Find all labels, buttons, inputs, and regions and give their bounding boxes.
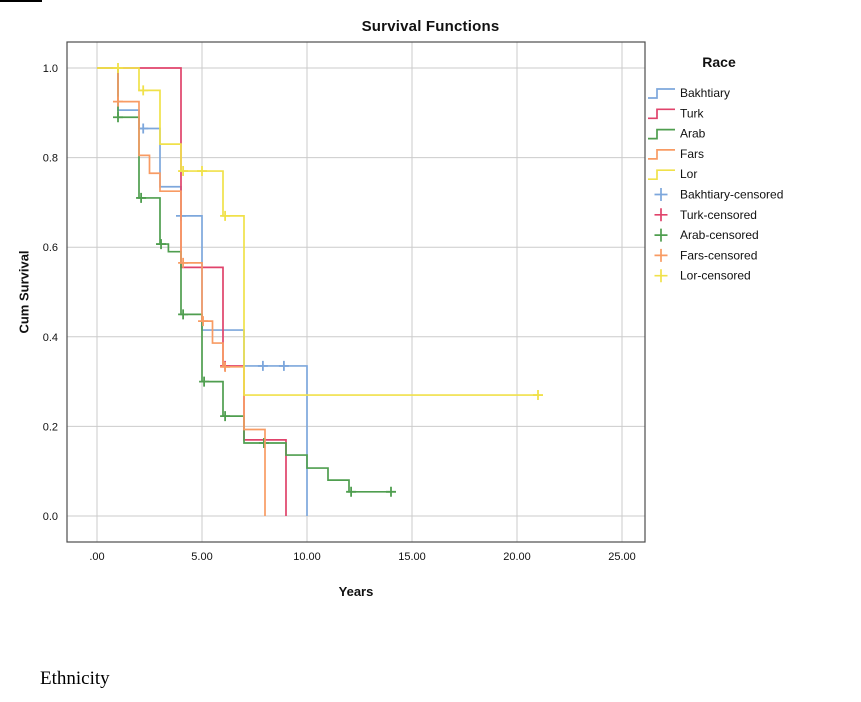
legend-censored-swatch-lor: [654, 269, 668, 283]
y-tick-label: 0.2: [43, 421, 58, 433]
y-tick-label: 0.4: [43, 332, 58, 344]
censored-mark-bakhtiary: [257, 360, 268, 371]
censored-mark-arab: [156, 239, 167, 250]
plot-frame: [66, 41, 646, 543]
y-tick-label: 0.8: [43, 153, 58, 165]
censored-mark-arab: [220, 411, 231, 422]
x-tick-label: 10.00: [293, 551, 321, 563]
chart-title: Survival Functions: [361, 18, 500, 35]
legend-label: Bakhtiary-censored: [680, 188, 783, 202]
x-tick-label: 20.00: [503, 551, 531, 563]
censored-mark-arab: [346, 486, 357, 497]
censored-mark-fars: [178, 257, 189, 268]
censored-mark-bakhtiary: [278, 360, 289, 371]
legend-step-swatch-fars: [648, 149, 675, 160]
legend-step-swatch-bakhtiary: [648, 88, 675, 99]
censored-mark-arab: [178, 309, 189, 320]
y-tick-label: 0.6: [43, 242, 58, 254]
km-plot-canvas: .00 5.00 10.00 15.00 20.00 25.00 0.0 0.2 0.4 0.6 0…: [0, 0, 783, 563]
censored-mark-arab: [386, 486, 396, 497]
censored-mark-bakhtiary: [138, 123, 149, 134]
censored-mark-lor: [533, 390, 543, 401]
y-tick-label: 0.0: [43, 511, 58, 523]
legend-censored-swatch-bakhtiary: [654, 188, 668, 201]
censored-mark-fars: [198, 316, 209, 327]
legend-label: Bakhtiary: [680, 86, 730, 100]
legend-title: Race: [702, 54, 736, 70]
censored-mark-lor: [113, 63, 123, 73]
censored-mark-arab: [136, 192, 147, 203]
x-tick-label: 25.00: [608, 551, 636, 563]
censored-mark-fars: [113, 96, 123, 107]
legend-label: Arab-censored: [680, 228, 759, 242]
legend-label: Turk: [680, 106, 705, 120]
y-tick-label: 1.0: [43, 63, 58, 75]
x-tick-label: .00: [89, 551, 104, 563]
legend-label: Fars: [680, 147, 704, 161]
survival-curve-turk: [97, 67, 287, 516]
x-tick-label: 5.00: [191, 551, 212, 563]
legend-label: Fars-censored: [680, 248, 757, 262]
survival-curve-lor: [97, 67, 538, 396]
censored-mark-arab: [199, 376, 210, 387]
legend-censored-swatch-turk: [654, 208, 668, 222]
caption-ethnicity: Ethnicity: [40, 668, 110, 689]
legend-step-swatch-arab: [648, 128, 675, 140]
legend-censored-swatch-arab: [654, 228, 668, 242]
censored-mark-fars: [220, 361, 231, 372]
censored-mark-arab: [113, 112, 123, 123]
x-tick-label: 15.00: [398, 551, 426, 563]
legend-censored-swatch-fars: [654, 248, 668, 262]
censored-mark-lor: [197, 166, 207, 177]
censored-mark-arab: [258, 437, 269, 448]
x-axis-title: Years: [338, 584, 374, 599]
censored-mark-lor: [220, 210, 231, 221]
legend-step-swatch-lor: [648, 169, 675, 181]
censored-mark-lor: [138, 85, 149, 96]
legend-step-swatch-turk: [648, 108, 675, 120]
y-axis-title: Cum Survival: [16, 250, 32, 334]
legend-label: Lor-censored: [680, 269, 751, 283]
legend-label: Lor: [680, 167, 697, 181]
legend-label: Arab: [680, 127, 706, 141]
legend-label: Turk-censored: [680, 208, 757, 222]
censored-mark-lor: [178, 166, 189, 177]
page-edge-mark: [0, 0, 42, 2]
